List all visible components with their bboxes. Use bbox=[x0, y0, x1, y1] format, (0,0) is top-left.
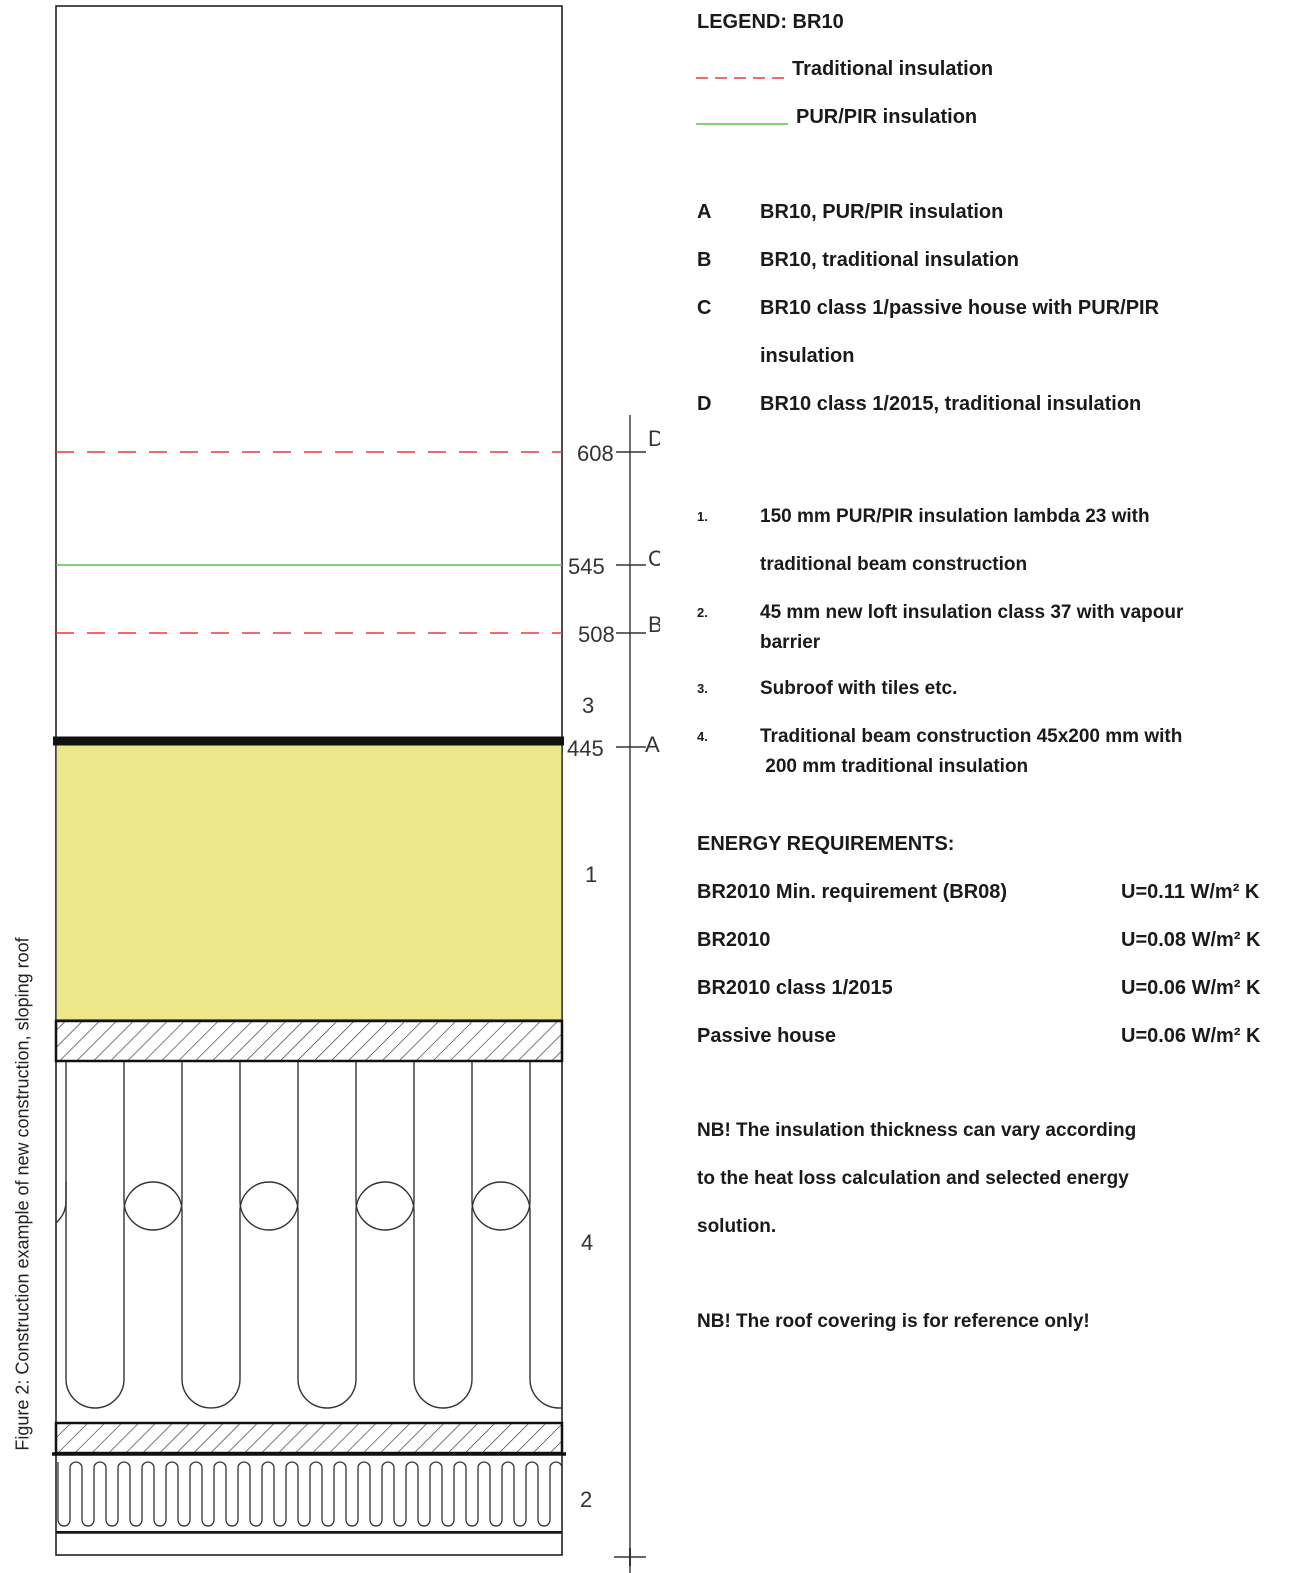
energy-row-label: BR2010 Min. requirement (BR08) bbox=[697, 881, 1008, 903]
energy-row-label: BR2010 class 1/2015 bbox=[697, 977, 893, 999]
legend-pur-label: PUR/PIR insulation bbox=[796, 106, 978, 128]
level-d-description: BR10 class 1/2015, traditional insulatio… bbox=[760, 393, 1142, 415]
energy-row-value: U=0.11 W/m² K bbox=[1121, 881, 1260, 903]
lower-board-hatched bbox=[54, 1421, 564, 1455]
layer-label-4: 4 bbox=[581, 1230, 593, 1255]
dim-letter-b: B bbox=[648, 612, 660, 637]
energy-row-value: U=0.08 W/m² K bbox=[1121, 929, 1261, 951]
insulation-wave bbox=[65, 1181, 562, 1409]
energy-row-value: U=0.06 W/m² K bbox=[1121, 977, 1261, 999]
level-b-letter: B bbox=[697, 249, 712, 271]
level-c-description-cont: insulation bbox=[760, 345, 855, 367]
dim-letter-a: A bbox=[645, 732, 660, 757]
layer-2-line2: barrier bbox=[760, 632, 821, 653]
traditional-insulation-layer bbox=[56, 1062, 562, 1409]
dim-value-b: 508 bbox=[578, 622, 615, 647]
layer-1-line2: traditional beam construction bbox=[760, 554, 1028, 575]
note-roof-covering: NB! The roof covering is for reference o… bbox=[697, 1311, 1090, 1332]
figure-caption: Figure 2: Construction example of new co… bbox=[12, 937, 33, 1451]
level-d-letter: D bbox=[697, 393, 712, 415]
pur-pir-insulation-layer bbox=[55, 743, 563, 1021]
layer-1-line1: 150 mm PUR/PIR insulation lambda 23 with bbox=[760, 506, 1150, 527]
legend-traditional-swatch bbox=[696, 77, 788, 79]
construction-diagram: 608 D 545 C 508 B 445 A 3 1 4 2 bbox=[52, 5, 660, 1573]
insulation-wave bbox=[56, 1062, 531, 1231]
legend-title: LEGEND: BR10 bbox=[697, 11, 844, 33]
dim-value-d: 608 bbox=[577, 441, 614, 466]
layer-4-line2: 200 mm traditional insulation bbox=[760, 756, 1029, 777]
dim-letter-c: C bbox=[648, 546, 660, 571]
legend-pur-swatch bbox=[696, 123, 788, 125]
loft-insulation-layer bbox=[57, 1461, 562, 1527]
layer-label-1: 1 bbox=[585, 862, 597, 887]
level-c-letter: C bbox=[697, 297, 712, 319]
level-b-description: BR10, traditional insulation bbox=[760, 249, 1019, 271]
level-c-description: BR10 class 1/passive house with PUR/PIR bbox=[760, 297, 1160, 319]
layer-3-num: 3. bbox=[697, 681, 708, 696]
layer-4-line1: Traditional beam construction 45x200 mm … bbox=[760, 726, 1183, 747]
energy-row-label: Passive house bbox=[697, 1025, 836, 1047]
layer-3-line1: Subroof with tiles etc. bbox=[760, 678, 958, 699]
energy-title: ENERGY REQUIREMENTS: bbox=[697, 833, 955, 855]
dim-value-c: 545 bbox=[568, 554, 605, 579]
bottom-board bbox=[55, 1532, 563, 1556]
layer-2-num: 2. bbox=[697, 605, 708, 620]
dim-value-a: 445 bbox=[567, 736, 604, 761]
energy-row-label: BR2010 bbox=[697, 929, 771, 951]
dim-letter-d: D bbox=[648, 426, 660, 451]
figure-caption-wrapper: Figure 2: Construction example of new co… bbox=[13, 937, 33, 1450]
upper-board-hatched bbox=[54, 1019, 564, 1063]
layer-label-2: 2 bbox=[580, 1487, 592, 1512]
loft-insulation-wave bbox=[57, 1461, 562, 1527]
layer-4-num: 4. bbox=[697, 729, 708, 744]
note-thickness-line2: to the heat loss calculation and selecte… bbox=[697, 1168, 1129, 1189]
note-thickness-line3: solution. bbox=[697, 1216, 777, 1237]
note-thickness-line1: NB! The insulation thickness can vary ac… bbox=[697, 1120, 1137, 1141]
level-a-letter: A bbox=[697, 201, 712, 223]
level-a-description: BR10, PUR/PIR insulation bbox=[760, 201, 1004, 223]
layer-1-num: 1. bbox=[697, 509, 708, 524]
layer-label-3: 3 bbox=[582, 693, 594, 718]
energy-row-value: U=0.06 W/m² K bbox=[1121, 1025, 1261, 1047]
layer-2-line1: 45 mm new loft insulation class 37 with … bbox=[760, 602, 1184, 623]
legend-traditional-label: Traditional insulation bbox=[792, 58, 994, 80]
